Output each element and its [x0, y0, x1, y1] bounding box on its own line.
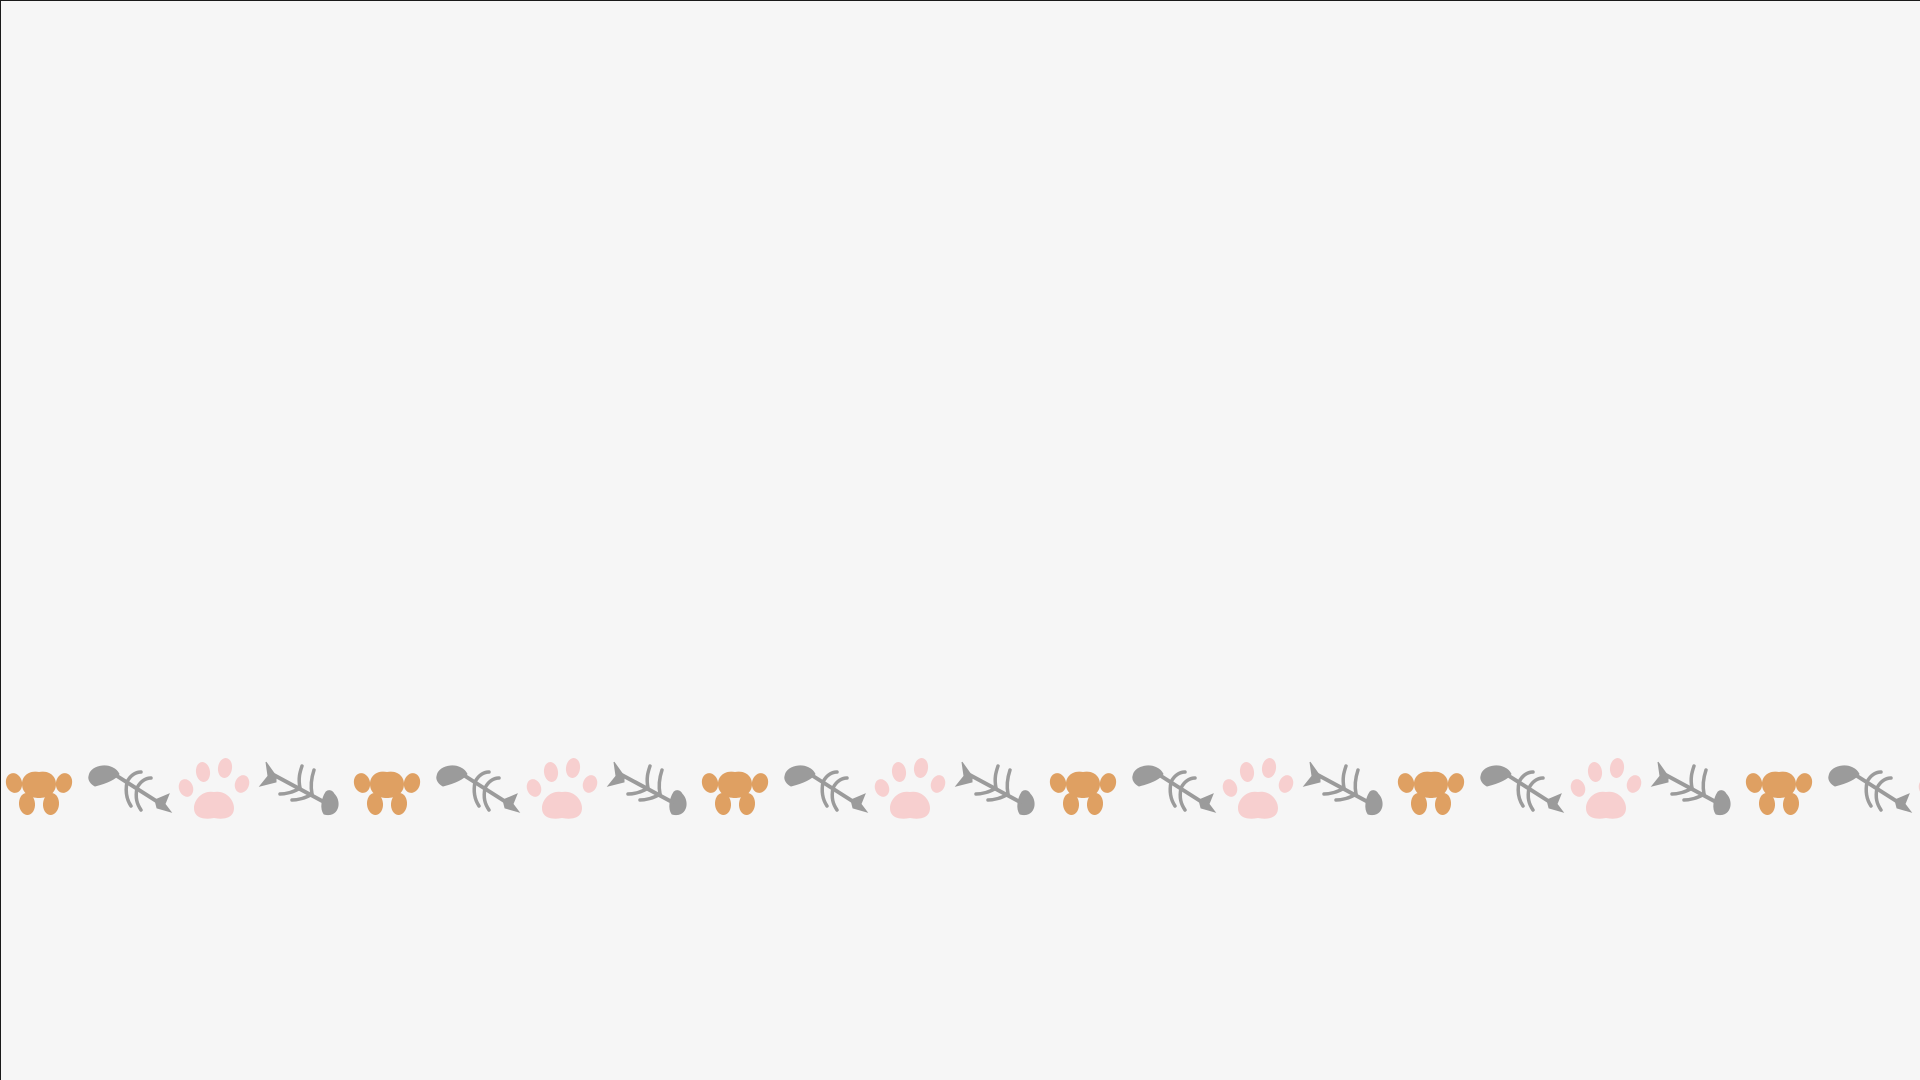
paw-print-icon: [1220, 757, 1296, 819]
paw-print-icon: [3, 771, 75, 816]
fish-bone-icon: [606, 760, 689, 817]
paw-print-icon: [1916, 757, 1920, 819]
fish-bone-icon: [1302, 760, 1385, 817]
fish-bone-icon: [954, 760, 1037, 817]
border-pattern-svg: [3, 757, 1920, 819]
paw-print-icon: [524, 757, 600, 819]
paw-print-icon: [872, 757, 948, 819]
paw-print-icon: [1047, 771, 1119, 816]
paw-print-icon: [176, 757, 252, 819]
decorative-paw-fish-border: [1, 741, 1920, 831]
paw-print-icon: [699, 771, 771, 816]
fish-bone-icon: [782, 763, 869, 814]
paw-print-icon: [1568, 757, 1644, 819]
paw-print-icon: [1743, 771, 1815, 816]
fish-bone-icon: [434, 763, 521, 814]
fish-bone-icon: [258, 760, 341, 817]
fish-bone-icon: [1650, 760, 1733, 817]
fish-bone-icon: [1478, 763, 1565, 814]
fish-bone-icon: [1130, 763, 1217, 814]
fish-bone-icon: [1826, 763, 1913, 814]
paw-print-icon: [1395, 771, 1467, 816]
fish-bone-icon: [86, 763, 173, 814]
paw-print-icon: [351, 771, 423, 816]
